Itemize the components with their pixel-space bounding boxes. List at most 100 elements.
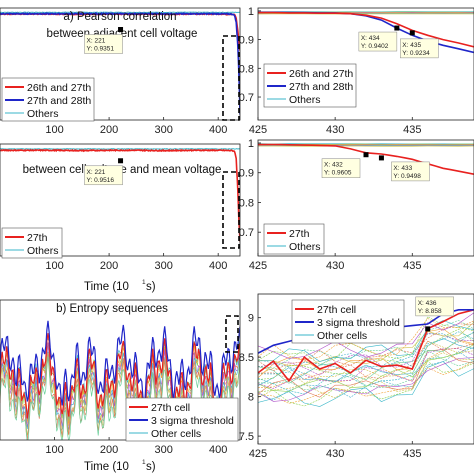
p4-datatip-x: X: 433 bbox=[393, 165, 412, 172]
p6-series-other-cells bbox=[258, 352, 474, 399]
p4-xtick-label: 425 bbox=[249, 260, 267, 272]
p4-legend-label: Others bbox=[289, 241, 321, 253]
p3-xlabel-end: s) bbox=[146, 281, 156, 293]
p5-xtick-label: 300 bbox=[154, 444, 172, 456]
p1-datatip-marker bbox=[118, 27, 124, 33]
p3-xlabel: Time (10 bbox=[84, 281, 129, 293]
p2-datatip-marker bbox=[409, 30, 415, 36]
p6-series-other-cells bbox=[258, 350, 474, 391]
p2-xtick-label: 430 bbox=[326, 124, 344, 136]
p1-legend-label: 26th and 27th bbox=[27, 82, 91, 94]
p4-ytick-label: 0.7 bbox=[239, 227, 254, 239]
p2-datatip-y: Y: 0.9234 bbox=[402, 50, 430, 57]
p6-series-other-cells bbox=[258, 340, 474, 384]
p2-series-26-27 bbox=[258, 11, 474, 48]
p4-ytick-label: 0.9 bbox=[239, 168, 254, 180]
p2-datatip-x: X: 435 bbox=[402, 42, 421, 49]
p2-axes-frame bbox=[257, 7, 474, 121]
p6-datatip-box bbox=[415, 296, 454, 317]
p1-datatip-box bbox=[84, 34, 123, 54]
p3-xtick-label: 100 bbox=[45, 260, 63, 272]
p6-series-other-cells bbox=[258, 320, 474, 362]
p6-series-other-cells bbox=[258, 332, 474, 384]
p2-datatip-box bbox=[358, 31, 398, 52]
p4-datatip-box bbox=[321, 158, 361, 178]
p4-legend-label: 27th bbox=[289, 228, 310, 240]
p2-ytick-label: 1 bbox=[248, 6, 254, 18]
p6-series-other-cells bbox=[258, 332, 474, 376]
p2-xtick-label: 425 bbox=[249, 124, 267, 136]
p4-ytick-label: 0.8 bbox=[239, 197, 254, 209]
p2-legend-label: 27th and 28th bbox=[289, 81, 353, 93]
p4-legend-box bbox=[263, 223, 325, 255]
p6-axes-frame bbox=[257, 293, 474, 445]
p1-xtick-label: 400 bbox=[209, 124, 227, 136]
p2-datatip-x: X: 434 bbox=[361, 35, 380, 42]
p6-series-other-cells bbox=[258, 331, 474, 375]
p1-highlight-box bbox=[222, 35, 240, 121]
p6-datatip-y: Y: 8.858 bbox=[418, 308, 442, 315]
p6-xtick-label: 435 bbox=[403, 448, 421, 460]
p5-xtick-label: 100 bbox=[45, 444, 63, 456]
p4-xtick-label: 435 bbox=[403, 260, 421, 272]
p5-xlabel-sup: 1 bbox=[142, 459, 146, 466]
p3-legend-label: Others bbox=[27, 245, 59, 257]
p5-xlabel: Time (10 bbox=[84, 461, 129, 473]
p6-legend-label: Other cells bbox=[317, 330, 367, 342]
p6-ytick-label: 8 bbox=[248, 392, 254, 404]
p2-legend-label: Others bbox=[289, 94, 321, 106]
p5-title: b) Entropy sequences bbox=[56, 303, 168, 315]
p1-datatip-y: Y: 0.9351 bbox=[87, 46, 115, 53]
p2-ytick-label: 0.9 bbox=[239, 35, 254, 47]
p6-series-other-cells bbox=[258, 361, 474, 407]
p3-xlabel-sup: 1 bbox=[142, 279, 146, 286]
p3-xtick-label: 400 bbox=[209, 260, 227, 272]
p2-xtick-label: 435 bbox=[403, 124, 421, 136]
p5-series-27th-cell bbox=[0, 333, 240, 421]
p6-ytick-label: 7.5 bbox=[239, 431, 254, 443]
p2-datatip-marker bbox=[394, 25, 400, 31]
p3-datatip-marker bbox=[118, 158, 124, 164]
p3-plot-area bbox=[0, 148, 240, 242]
p6-datatip-marker bbox=[425, 326, 431, 332]
p4-xtick-label: 430 bbox=[326, 260, 344, 272]
p6-series-other-cells bbox=[258, 340, 474, 380]
p3-xtick-label: 200 bbox=[100, 260, 118, 272]
p6-xtick-label: 425 bbox=[249, 448, 267, 460]
p4-ytick-label: 1 bbox=[248, 138, 254, 150]
panel-b-entropy: 100 200 300 400 b) Entropy sequences 27th cel… bbox=[0, 299, 241, 473]
p2-ytick-label: 0.8 bbox=[239, 63, 254, 75]
p6-ytick-label: 8.5 bbox=[239, 352, 254, 364]
p3-series-27th bbox=[0, 148, 240, 242]
p1-datatip-x: X: 221 bbox=[87, 38, 106, 45]
p6-series-other-cells bbox=[258, 331, 474, 375]
p1-xtick-label: 300 bbox=[154, 124, 172, 136]
p5-legend-label: Other cells bbox=[151, 428, 201, 440]
p5-series-threshold bbox=[0, 320, 240, 406]
p1-subtitle: between adjacent cell voltage bbox=[47, 28, 198, 40]
p5-xtick-label: 400 bbox=[209, 444, 227, 456]
p6-legend-label: 3 sigma threshold bbox=[317, 317, 400, 329]
p1-title: a) Pearson correlation bbox=[63, 11, 176, 23]
p4-datatip-box bbox=[391, 161, 430, 182]
p6-series-other-cells bbox=[258, 340, 474, 388]
p4-datatip-x: X: 432 bbox=[324, 162, 343, 169]
p4-datatip-marker bbox=[378, 155, 384, 161]
p1-axes-frame bbox=[0, 7, 241, 121]
p5-xlabel-end: s) bbox=[146, 461, 156, 473]
p1-series-others bbox=[0, 11, 240, 14]
p1-series-27-28 bbox=[0, 12, 240, 115]
p6-series-other-cells bbox=[258, 346, 474, 395]
p4-plot-area bbox=[258, 143, 474, 175]
p4-datatip-y: Y: 0.9605 bbox=[324, 170, 352, 177]
p3-axes-frame bbox=[0, 143, 241, 257]
p1-legend-label: Others bbox=[27, 108, 59, 120]
p4-axes-frame bbox=[257, 139, 474, 257]
p6-series-other-cells bbox=[258, 316, 474, 365]
p5-legend-label: 27th cell bbox=[151, 402, 190, 414]
